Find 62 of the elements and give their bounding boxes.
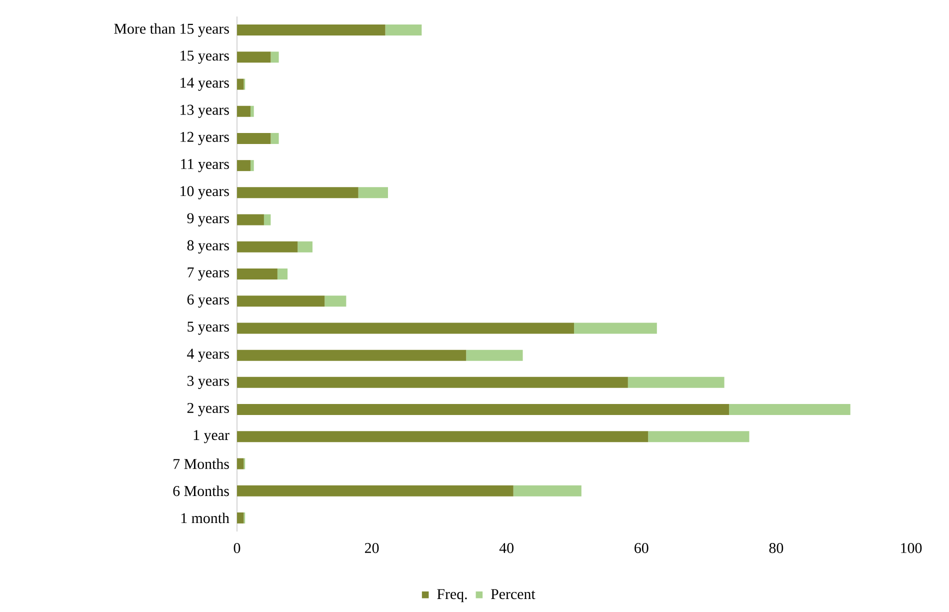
y-tick-label: 11 years — [181, 159, 229, 172]
y-tick-label: 14 years — [180, 78, 229, 91]
bar — [264, 214, 271, 226]
x-tick-label: 20 — [364, 542, 379, 554]
bar — [250, 106, 254, 117]
bar — [237, 485, 514, 496]
x-tick-label: 100 — [901, 542, 922, 554]
y-tick-label: 3 years — [187, 376, 229, 389]
x-tick-label: 40 — [499, 542, 514, 554]
bar — [270, 132, 279, 144]
bar — [237, 350, 466, 361]
bar — [237, 160, 250, 172]
bar — [237, 431, 648, 442]
bar — [270, 52, 279, 63]
bar — [729, 404, 850, 416]
y-tick-label: 8 years — [187, 240, 229, 254]
y-tick-label: 9 years — [187, 213, 229, 226]
bar — [237, 322, 574, 334]
x-tick-label: 80 — [769, 542, 784, 554]
y-tick-label: 1 month — [181, 512, 230, 524]
bar — [250, 160, 254, 172]
y-tick-label: 7 years — [188, 267, 229, 280]
bar — [324, 296, 346, 307]
y-tick-label: 1 year — [194, 430, 230, 444]
bar — [513, 485, 582, 496]
bar — [237, 214, 264, 226]
x-tick-label: 0 — [234, 542, 240, 554]
bar — [466, 350, 523, 361]
bar — [237, 187, 358, 198]
bar — [237, 132, 271, 144]
legend-label: Freq. — [437, 589, 467, 602]
y-tick-label: 13 years — [180, 104, 229, 118]
y-tick-label: 10 years — [180, 186, 229, 200]
y-tick-label: 2 years — [187, 402, 229, 416]
bar — [237, 241, 298, 252]
bar — [237, 296, 325, 307]
y-tick-label: 12 years — [180, 132, 229, 146]
y-tick-label: 15 years — [180, 50, 229, 64]
bar — [358, 187, 388, 198]
bar — [237, 512, 244, 524]
bar — [648, 431, 750, 442]
bar — [237, 106, 250, 117]
y-tick-label: 4 years — [187, 348, 229, 362]
bar — [298, 241, 312, 252]
bar — [628, 376, 724, 388]
y-tick-label: 6 years — [187, 294, 229, 308]
bar — [385, 24, 422, 36]
legend-label: Percent — [491, 589, 536, 600]
bar — [237, 458, 244, 470]
x-tick-label: 60 — [634, 542, 648, 554]
bar — [237, 404, 730, 416]
y-tick-label: More than 15 years — [114, 23, 229, 37]
bar — [237, 78, 244, 90]
bar — [237, 376, 628, 388]
y-tick-label: 7 Months — [174, 458, 229, 469]
bar — [574, 322, 657, 334]
y-tick-label: 5 years — [188, 322, 229, 335]
bar — [277, 268, 288, 280]
y-tick-label: 6 Months — [173, 486, 229, 496]
bar — [237, 24, 386, 36]
bar — [237, 268, 278, 280]
bar — [237, 52, 271, 63]
